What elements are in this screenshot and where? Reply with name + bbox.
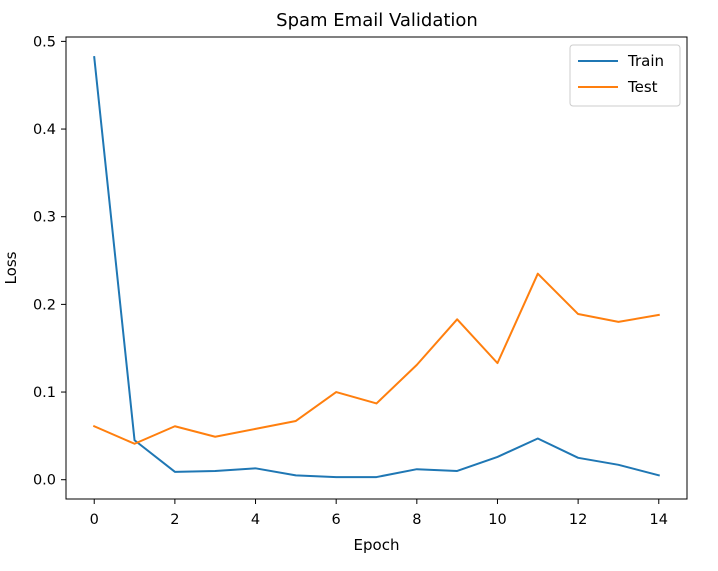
y-tick-label: 0.3 [33, 210, 56, 226]
x-tick-label: 14 [650, 512, 668, 528]
y-axis-label: Loss [2, 251, 20, 284]
legend-test-label: Test [627, 78, 658, 96]
series-lines [92, 56, 660, 479]
x-axis-label: Epoch [354, 536, 400, 554]
series-line-test [92, 272, 660, 445]
y-tick-label: 0.5 [33, 34, 56, 50]
x-tick-label: 8 [412, 512, 421, 528]
chart-title: Spam Email Validation [276, 10, 478, 31]
y-axis: 0.0 0.1 0.2 0.3 0.4 0.5 [33, 34, 66, 489]
x-tick-label: 0 [90, 512, 99, 528]
legend: Train Test [569, 44, 681, 107]
x-tick-label: 4 [251, 512, 260, 528]
series-line-train [93, 56, 660, 479]
x-axis: 0 2 4 6 8 10 12 14 [90, 499, 668, 528]
legend-train-label: Train [627, 52, 664, 70]
y-tick-label: 0.1 [33, 385, 56, 401]
plot-area [65, 36, 688, 500]
x-tick-label: 10 [488, 512, 506, 528]
y-tick-label: 0.2 [33, 297, 56, 313]
x-tick-label: 2 [170, 512, 179, 528]
y-tick-label: 0.4 [33, 122, 56, 138]
x-tick-label: 6 [332, 512, 341, 528]
y-tick-label: 0.0 [33, 473, 56, 489]
x-tick-label: 12 [569, 512, 587, 528]
